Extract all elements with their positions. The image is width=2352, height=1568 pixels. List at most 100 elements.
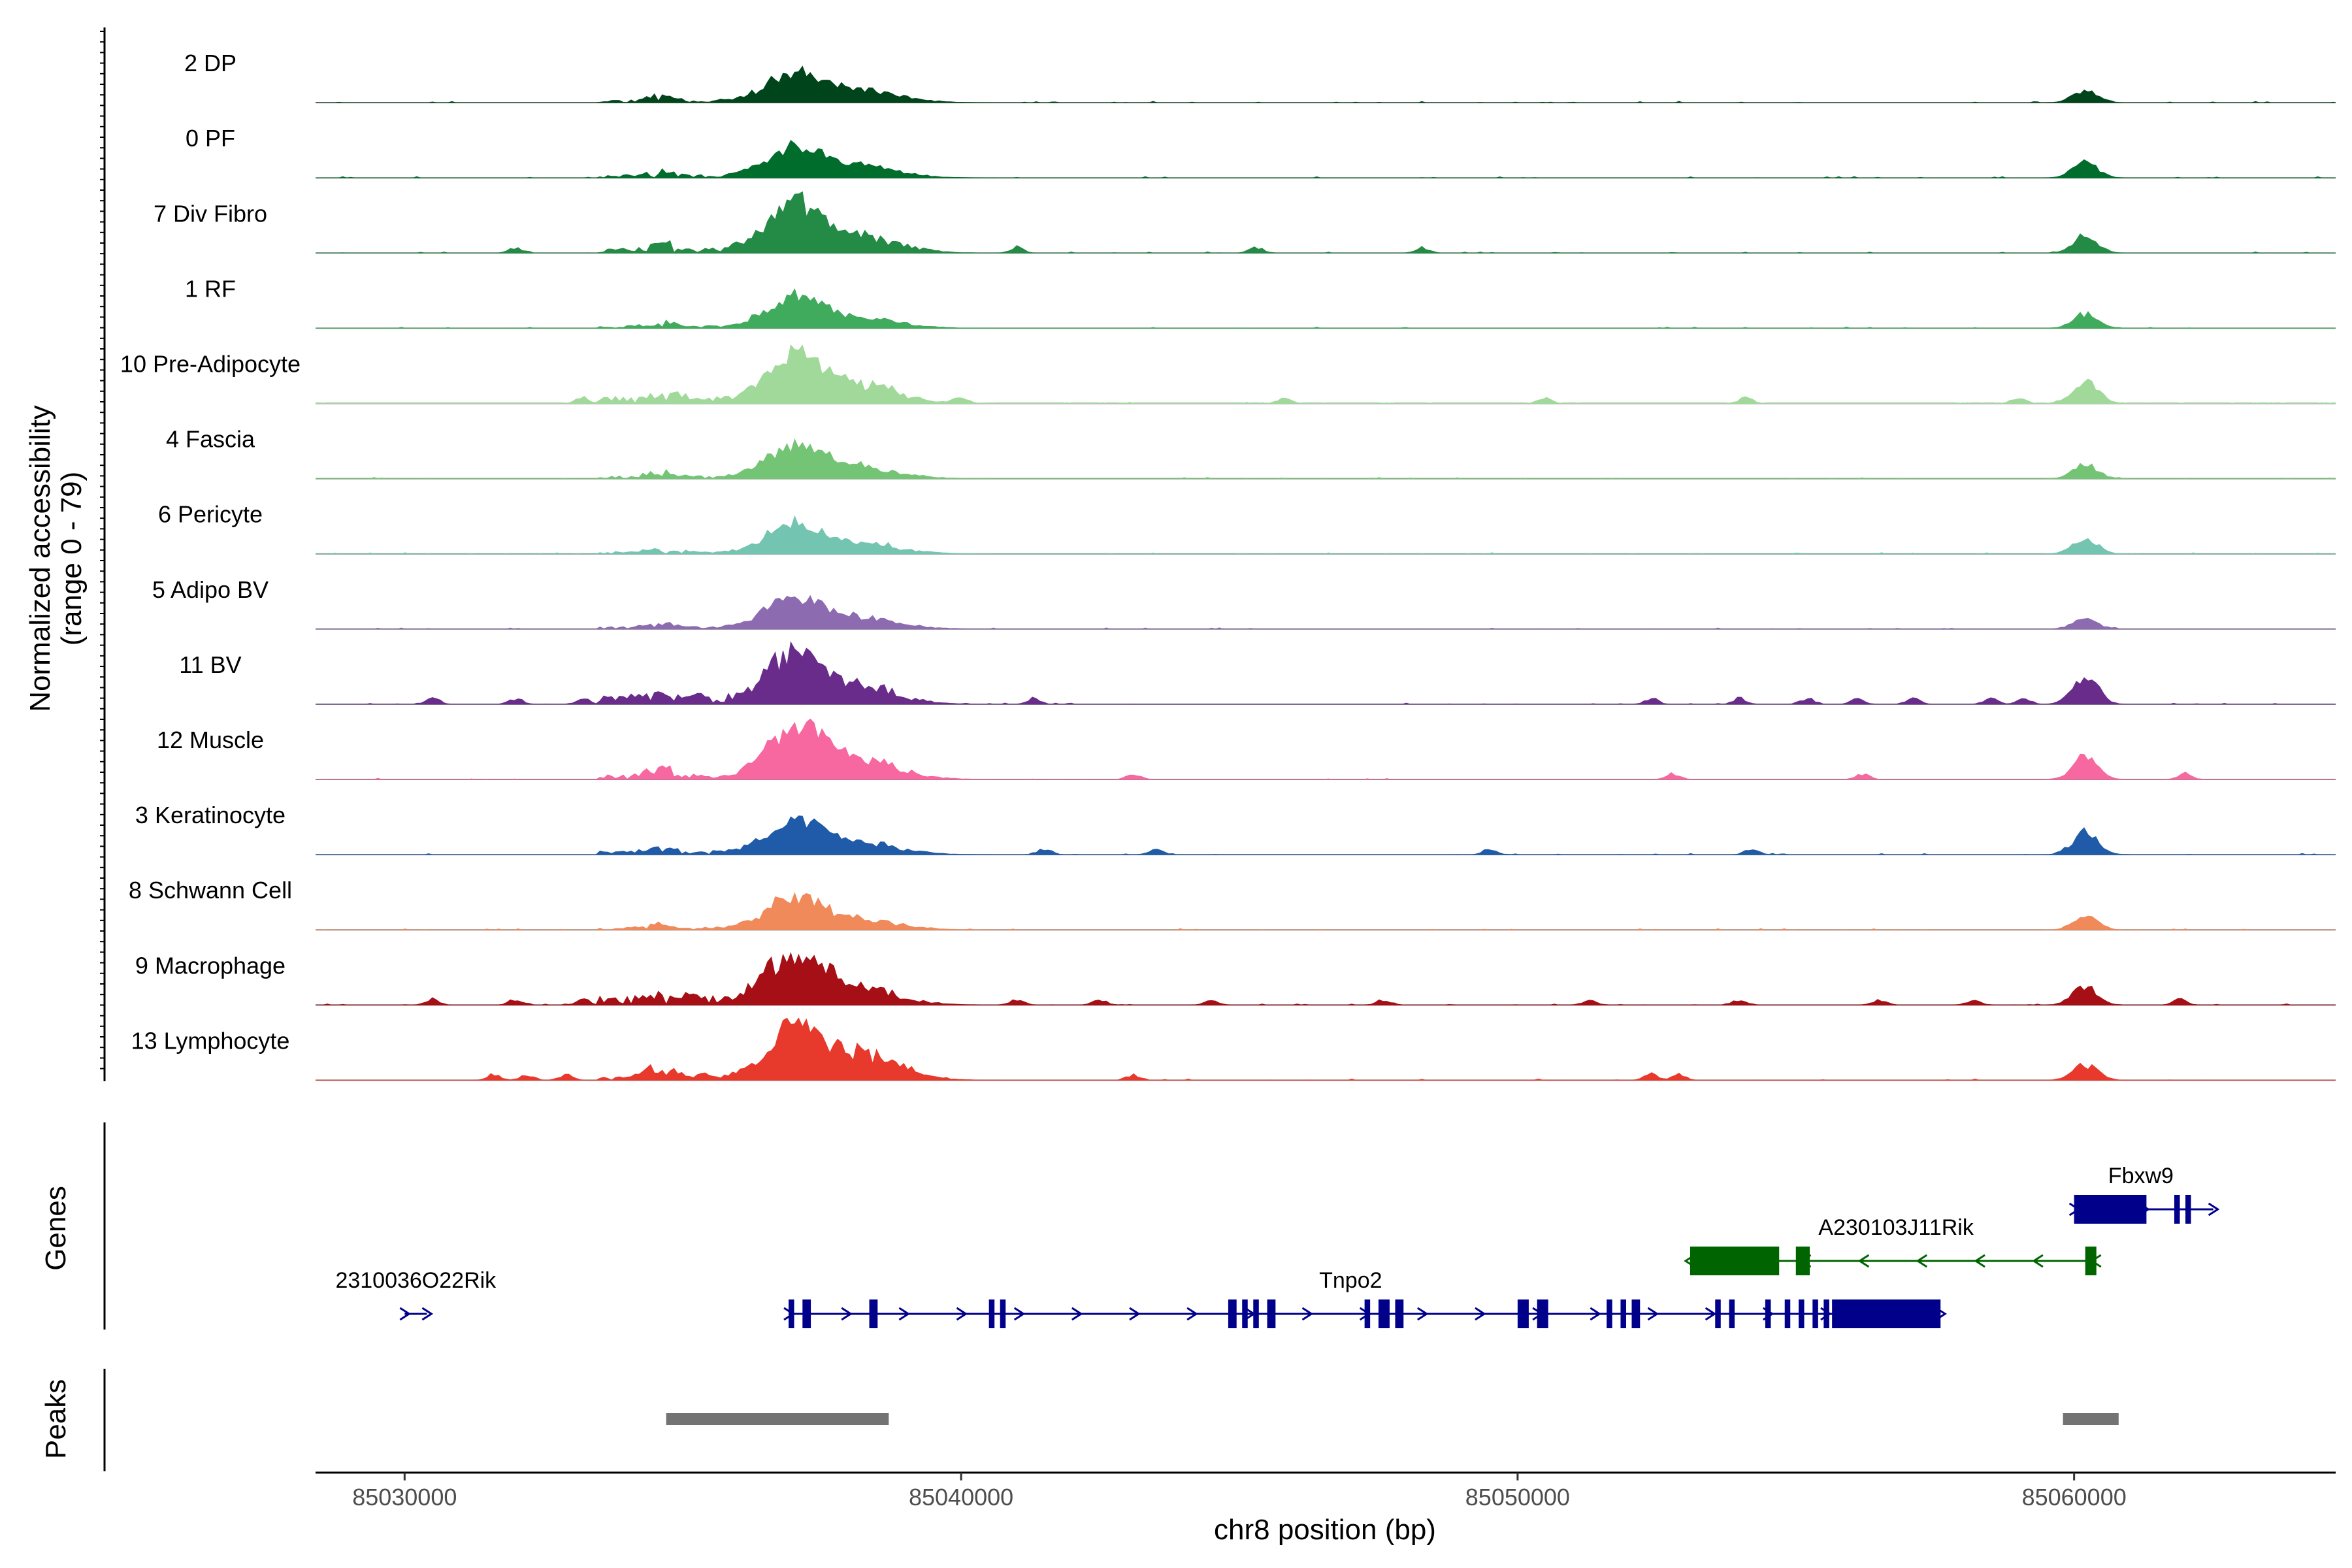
strand-arrow — [2208, 1202, 2220, 1217]
gene-exon — [1228, 1299, 1237, 1328]
track-label: 2 DP — [184, 50, 237, 76]
gene-A230103J11Rik: A230103J11Rik — [1684, 1215, 2102, 1275]
strand-arrow — [1647, 1307, 1659, 1321]
coverage-y-ticks — [100, 31, 105, 1070]
coverage-area — [316, 815, 2336, 855]
gene-exon — [1378, 1299, 1390, 1328]
gene-exon — [1631, 1299, 1641, 1328]
peaks-panel-label: Peaks — [40, 1379, 72, 1459]
strand-arrow — [1705, 1307, 1717, 1321]
track-label: 8 Schwann Cell — [129, 877, 292, 904]
x-tick-label: 85050000 — [1465, 1484, 1570, 1511]
gene-exon — [1715, 1299, 1721, 1328]
peak-region — [666, 1413, 889, 1425]
track-2: 0 PF — [186, 125, 2336, 179]
gene-2310036O22Rik: 2310036O22Rik — [335, 1268, 497, 1321]
peak-region — [2063, 1413, 2119, 1425]
strand-arrow — [898, 1307, 911, 1321]
gene-exon — [988, 1299, 995, 1328]
strand-arrow — [1916, 1254, 1928, 1268]
gene-label: 2310036O22Rik — [335, 1268, 497, 1293]
track-4: 1 RF — [185, 275, 2336, 329]
track-3: 7 Div Fibro — [154, 191, 2336, 254]
gene-exon — [1812, 1299, 1818, 1328]
track-12: 8 Schwann Cell — [129, 877, 2336, 931]
gene-exon — [2185, 1195, 2191, 1224]
track-label: 0 PF — [186, 125, 235, 152]
gene-exon — [1799, 1299, 1805, 1328]
track-14: 13 Lymphocyte — [131, 1017, 2336, 1081]
strand-arrow — [1071, 1307, 1083, 1321]
strand-arrow — [1590, 1307, 1602, 1321]
gene-exon — [1395, 1299, 1404, 1328]
y-axis-title: Normalized accessibility — [24, 405, 56, 711]
gene-exon — [1253, 1299, 1259, 1328]
gene-Tnpo2: Tnpo2 — [783, 1268, 1948, 1328]
track-6: 4 Fascia — [166, 426, 2336, 480]
track-label: 6 Pericyte — [158, 501, 263, 528]
track-7: 6 Pericyte — [158, 501, 2336, 555]
track-label: 12 Muscle — [157, 727, 264, 753]
strand-arrow — [1186, 1307, 1198, 1321]
gene-cds-block — [2074, 1195, 2147, 1224]
gene-exon — [1267, 1299, 1276, 1328]
gene-exon — [1607, 1299, 1612, 1328]
coverage-area — [316, 438, 2336, 480]
track-13: 9 Macrophage — [135, 952, 2336, 1006]
track-1: 2 DP — [184, 50, 2336, 104]
track-label: 1 RF — [185, 275, 236, 302]
coverage-area — [316, 595, 2336, 630]
strand-arrow — [399, 1307, 412, 1321]
gene-exon — [1729, 1299, 1735, 1328]
coverage-area — [316, 1017, 2336, 1081]
gene-annotations: 2310036O22Rik Tnpo2 A230103J11Rik Fbxw9 — [335, 1164, 2220, 1328]
gene-exon — [1620, 1299, 1626, 1328]
strand-arrow — [1974, 1254, 1985, 1268]
gene-exon — [2085, 1247, 2097, 1275]
coverage-area — [316, 641, 2336, 705]
track-label: 5 Adipo BV — [152, 576, 269, 603]
gene-label: Tnpo2 — [1319, 1268, 1382, 1293]
track-label: 4 Fascia — [166, 426, 255, 453]
gene-exon — [2174, 1195, 2180, 1224]
strand-arrow — [1013, 1307, 1026, 1321]
track-label: 3 Keratinocyte — [135, 802, 286, 828]
track-label: 11 BV — [179, 651, 241, 678]
y-axis-subtitle: (range 0 - 79) — [56, 472, 88, 646]
strand-arrow — [841, 1307, 853, 1321]
track-11: 3 Keratinocyte — [135, 802, 2336, 856]
track-9: 11 BV — [179, 641, 2336, 705]
strand-arrow — [1129, 1307, 1141, 1321]
gene-exon — [802, 1299, 811, 1328]
strand-arrow — [2032, 1254, 2044, 1268]
track-5: 10 Pre-Adipocyte — [120, 344, 2336, 404]
peak-regions — [666, 1413, 2119, 1425]
gene-exon — [1537, 1299, 1548, 1328]
x-axis-ticks: 85030000 85040000 85050000 85060000 — [352, 1473, 2127, 1511]
gene-exon — [1765, 1299, 1771, 1328]
strand-arrow — [1416, 1307, 1429, 1321]
gene-cds-block — [1832, 1299, 1941, 1328]
coverage-area — [316, 140, 2336, 178]
coverage-area — [316, 344, 2336, 404]
coverage-area — [316, 65, 2336, 103]
coverage-tracks: 2 DP 0 PF 7 Div Fibro 1 RF 10 Pre-Adipocyte 4… — [120, 50, 2336, 1081]
x-axis-title: chr8 position (bp) — [1214, 1514, 1436, 1546]
track-label: 7 Div Fibro — [154, 200, 267, 227]
track-label: 13 Lymphocyte — [131, 1027, 290, 1054]
track-label: 9 Macrophage — [135, 952, 286, 979]
coverage-area — [316, 191, 2336, 253]
track-10: 12 Muscle — [157, 718, 2336, 780]
coverage-area — [316, 515, 2336, 555]
gene-exon — [1517, 1299, 1529, 1328]
gene-Fbxw9: Fbxw9 — [2068, 1164, 2220, 1224]
gene-exon — [1823, 1299, 1829, 1328]
track-label: 10 Pre-Adipocyte — [120, 351, 301, 378]
gene-exon — [1795, 1247, 1810, 1275]
gene-exon — [1784, 1299, 1791, 1328]
x-tick-label: 85030000 — [352, 1484, 457, 1511]
strand-arrow — [1857, 1254, 1870, 1268]
gene-label: Fbxw9 — [2108, 1164, 2174, 1188]
track-8: 5 Adipo BV — [152, 576, 2336, 630]
